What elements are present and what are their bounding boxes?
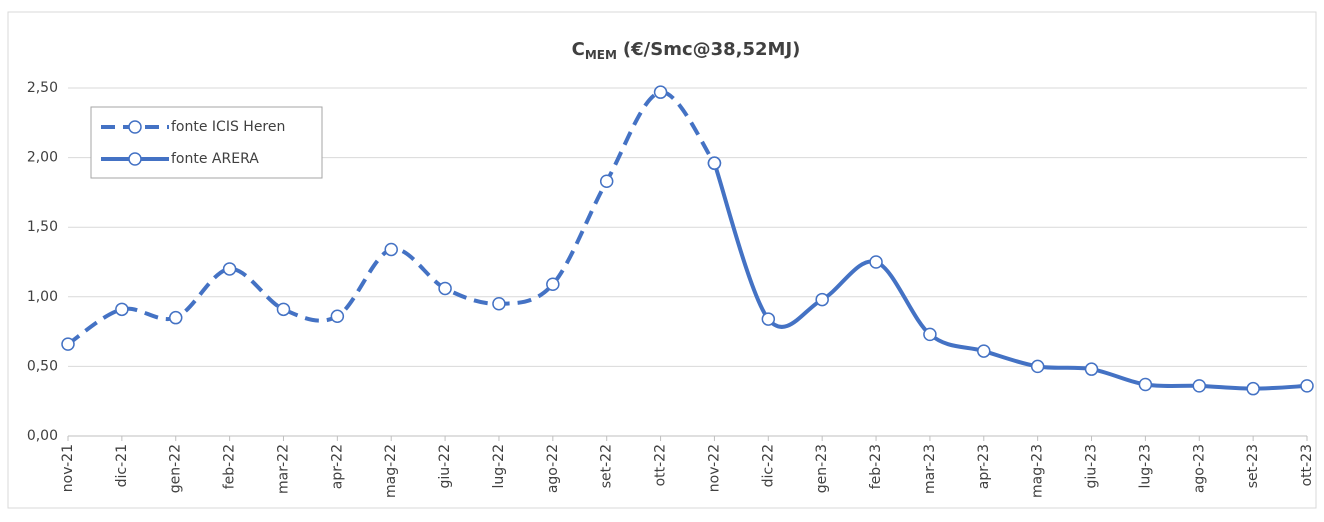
y-tick-label: 2,00 (27, 150, 58, 166)
x-tick-label: mag-23 (1030, 444, 1046, 498)
title-text: (€/Smc@38,52MJ) (623, 39, 801, 60)
chart-title: CMEM (€/Smc@38,52MJ) (572, 39, 801, 62)
x-tick-label: feb-23 (868, 444, 884, 489)
x-tick-label: giu-22 (437, 444, 453, 489)
title-subscript: MEM (585, 48, 617, 62)
point (977, 344, 991, 358)
point (61, 337, 75, 351)
y-tick-label: 2,50 (27, 80, 58, 96)
x-tick-label: nov-21 (60, 444, 76, 492)
point (1246, 381, 1260, 396)
legend-box (90, 106, 323, 179)
x-tick-label: feb-22 (222, 444, 238, 489)
x-tick-label: gen-22 (168, 444, 184, 493)
y-tick-label: 1,00 (27, 289, 58, 305)
x-tick-label: dic-22 (760, 444, 776, 487)
x-tick-label: mar-22 (275, 444, 291, 494)
x-tick-label: set-22 (599, 444, 615, 488)
x-tick-label: mag-22 (383, 444, 399, 498)
point (438, 281, 452, 296)
point (815, 292, 829, 307)
x-tick-label: dic-21 (114, 444, 130, 487)
x-tick-label: ott-22 (653, 444, 669, 486)
x-tick-label: lug-22 (491, 444, 507, 489)
point (1030, 359, 1045, 374)
point (869, 255, 883, 269)
x-tick-label: apr-22 (329, 444, 345, 489)
point (761, 312, 776, 326)
title-base: C (572, 39, 585, 60)
x-tick-label: set-23 (1245, 444, 1261, 488)
point (1192, 379, 1207, 393)
point (707, 156, 722, 170)
point (1084, 362, 1099, 376)
legend-label: fonte ARERA (171, 151, 259, 167)
x-tick-label: ago-23 (1191, 444, 1207, 493)
legend-marker (128, 120, 142, 134)
x-tick-label: apr-23 (976, 444, 992, 489)
point (1138, 377, 1153, 392)
x-tick-label: lug-23 (1137, 444, 1153, 489)
x-tick-label: nov-22 (706, 444, 722, 492)
x-tick-label: mar-23 (922, 444, 938, 494)
point (923, 327, 937, 342)
point (599, 174, 614, 189)
legend-label: fonte ICIS Heren (171, 119, 285, 135)
point (1300, 379, 1314, 393)
y-tick-label: 1,50 (27, 219, 58, 235)
point (330, 309, 345, 324)
point (492, 297, 506, 311)
x-tick-label: ott-23 (1299, 444, 1315, 486)
y-tick-label: 0,00 (27, 428, 58, 444)
y-tick-label: 0,50 (27, 358, 58, 374)
point (653, 85, 668, 99)
x-tick-label: giu-23 (1084, 444, 1100, 489)
x-tick-label: gen-23 (814, 444, 830, 493)
point (168, 310, 183, 325)
point (115, 302, 129, 317)
legend-marker (128, 152, 142, 166)
point (222, 262, 237, 276)
point (276, 302, 291, 317)
point (384, 242, 398, 257)
point (546, 277, 560, 292)
x-tick-label: ago-22 (545, 444, 561, 493)
